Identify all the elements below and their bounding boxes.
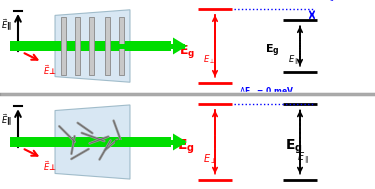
Text: $\vec{E}$∥: $\vec{E}$∥	[1, 112, 12, 128]
Text: E$_\mathbf{g}$: E$_\mathbf{g}$	[177, 138, 195, 156]
Text: $\Delta$E$_\mathbf{g}$ = 0 meV: $\Delta$E$_\mathbf{g}$ = 0 meV	[239, 86, 295, 99]
Bar	[115, 139, 185, 145]
Bar	[75, 17, 80, 75]
Text: E$_\mathbf{g}$: E$_\mathbf{g}$	[266, 43, 280, 59]
Text: $\vec{E}$⊥: $\vec{E}$⊥	[43, 63, 57, 77]
Bar	[105, 17, 110, 75]
Text: $\vec{E}$⊥: $\vec{E}$⊥	[43, 159, 57, 173]
Text: $E_\parallel$: $E_\parallel$	[288, 53, 298, 67]
Polygon shape	[173, 133, 187, 150]
Bar	[60, 17, 66, 75]
Bar	[10, 41, 171, 51]
Bar	[10, 137, 171, 147]
Bar	[118, 17, 123, 75]
Text: E$_\mathbf{g}$: E$_\mathbf{g}$	[285, 138, 303, 156]
Bar	[115, 43, 185, 49]
Polygon shape	[55, 105, 130, 179]
Polygon shape	[173, 37, 187, 54]
Text: $\vec{E}$∥: $\vec{E}$∥	[1, 17, 12, 33]
Text: $E_\perp$: $E_\perp$	[203, 152, 217, 166]
Text: E$_\mathbf{g}$: E$_\mathbf{g}$	[179, 43, 195, 60]
Polygon shape	[55, 10, 130, 82]
Text: $E_\parallel$: $E_\parallel$	[297, 151, 309, 167]
Bar	[88, 17, 93, 75]
Text: $E_\perp$: $E_\perp$	[203, 54, 215, 66]
Text: $\Delta$E$_\mathbf{g}$ ≥ 100 meV: $\Delta$E$_\mathbf{g}$ ≥ 100 meV	[319, 0, 375, 4]
